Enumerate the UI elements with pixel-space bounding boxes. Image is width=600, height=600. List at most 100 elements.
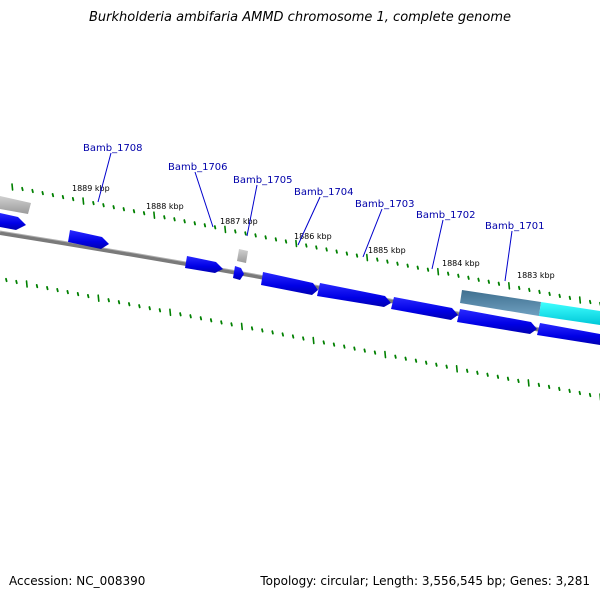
lower-minor-tick (302, 336, 305, 341)
lower-major-tick (97, 294, 100, 303)
gene-label-bamb-1705[interactable]: Bamb_1705 (233, 175, 293, 186)
upper-minor-tick (589, 299, 592, 305)
gene-feature-1700[interactable] (537, 323, 600, 345)
lower-major-tick (312, 336, 315, 345)
scale-ticks-upper (11, 183, 600, 306)
upper-major-tick (436, 267, 440, 276)
scale-label-1886: 1886 kbp (294, 232, 332, 241)
upper-minor-tick (203, 223, 207, 228)
upper-major-tick (295, 239, 298, 248)
lower-minor-tick (568, 388, 571, 394)
upper-minor-tick (173, 217, 176, 222)
gene-label-bamb-1706[interactable]: Bamb_1706 (168, 162, 228, 173)
upper-minor-tick (183, 219, 186, 224)
lower-minor-tick (46, 285, 49, 291)
lower-minor-tick (199, 316, 203, 321)
lower-minor-tick (76, 291, 80, 297)
lower-minor-tick (445, 364, 448, 369)
upper-minor-tick (284, 239, 288, 244)
upper-minor-tick (41, 190, 44, 196)
scale-label-1887: 1887 kbp (220, 217, 258, 226)
lower-minor-tick (588, 392, 592, 398)
gene-labels: Bamb_1708 Bamb_1706 Bamb_1705 Bamb_1704 … (83, 143, 545, 232)
gene-feature-selected[interactable] (460, 290, 541, 316)
upper-minor-tick (487, 279, 491, 284)
lower-minor-tick (404, 356, 407, 361)
lower-minor-tick (107, 298, 110, 303)
gene-label-bamb-1708[interactable]: Bamb_1708 (83, 143, 143, 154)
lower-minor-tick (66, 289, 69, 295)
upper-minor-tick (386, 259, 389, 264)
gene-feature-1706[interactable] (185, 256, 223, 273)
upper-minor-tick (528, 287, 531, 293)
scale-label-1884: 1884 kbp (442, 259, 480, 268)
leader-bamb-1701 (504, 230, 513, 282)
lower-minor-tick (281, 332, 285, 337)
lower-minor-tick (271, 330, 274, 335)
lower-major-tick (527, 379, 530, 387)
upper-minor-tick (315, 245, 318, 250)
upper-minor-tick (102, 203, 105, 208)
gene-feature-1702[interactable] (391, 297, 458, 320)
gene-label-bamb-1704[interactable]: Bamb_1704 (294, 187, 354, 198)
leader-bamb-1702 (431, 219, 444, 270)
lower-minor-tick (435, 362, 438, 367)
lower-minor-tick (322, 340, 326, 345)
lower-minor-tick (117, 300, 121, 305)
upper-major-tick (11, 183, 14, 191)
gene-feature-1708[interactable] (68, 230, 109, 249)
lower-minor-tick (15, 279, 18, 285)
lower-minor-tick (332, 342, 336, 347)
gene-label-bamb-1703[interactable]: Bamb_1703 (355, 199, 415, 210)
gene-feature-pseudo-left[interactable] (0, 196, 31, 214)
upper-minor-tick (518, 285, 521, 291)
upper-minor-tick (558, 293, 561, 299)
lower-minor-tick (179, 312, 182, 317)
upper-minor-tick (467, 275, 470, 280)
upper-minor-tick (376, 257, 379, 262)
upper-minor-tick (92, 200, 95, 206)
scale-label-1889: 1889 kbp (72, 184, 110, 193)
gene-label-bamb-1702[interactable]: Bamb_1702 (416, 210, 476, 221)
upper-minor-tick (61, 194, 65, 200)
gene-feature-1709[interactable] (0, 213, 26, 230)
lower-major-tick (25, 280, 28, 288)
upper-minor-tick (568, 295, 572, 301)
gene-feature-1704[interactable] (261, 272, 318, 295)
upper-minor-tick (416, 265, 420, 270)
upper-minor-tick (497, 281, 501, 286)
upper-minor-tick (71, 196, 75, 202)
lower-minor-tick (220, 320, 223, 325)
lower-minor-tick (373, 350, 377, 355)
upper-major-tick (365, 253, 369, 262)
upper-minor-tick (477, 277, 480, 282)
upper-major-tick (507, 281, 511, 290)
upper-major-tick (224, 225, 227, 234)
upper-minor-tick (538, 289, 541, 295)
lower-minor-tick (291, 334, 295, 339)
lower-minor-tick (5, 277, 8, 283)
lower-minor-tick (578, 390, 581, 396)
gene-feature-1701[interactable] (457, 309, 537, 334)
lower-major-tick (455, 364, 459, 373)
upper-minor-tick (446, 271, 450, 276)
lower-minor-tick (558, 386, 561, 392)
scale-label-1885: 1885 kbp (368, 246, 406, 255)
rna-feature[interactable] (539, 302, 600, 325)
upper-minor-tick (142, 211, 146, 216)
leader-bamb-1703 (362, 208, 383, 258)
gene-label-bamb-1701[interactable]: Bamb_1701 (485, 221, 545, 232)
lower-minor-tick (87, 293, 90, 299)
upper-minor-tick (406, 263, 409, 268)
upper-major-tick (153, 211, 156, 219)
lower-minor-tick (363, 348, 366, 353)
lower-minor-tick (394, 354, 397, 359)
gene-feature-1703[interactable] (317, 283, 391, 307)
upper-minor-tick (112, 205, 115, 210)
upper-minor-tick (193, 221, 197, 226)
gene-feature-1705[interactable] (233, 266, 244, 280)
lower-minor-tick (127, 302, 131, 307)
gene-feature-1705-grey[interactable] (237, 249, 248, 263)
